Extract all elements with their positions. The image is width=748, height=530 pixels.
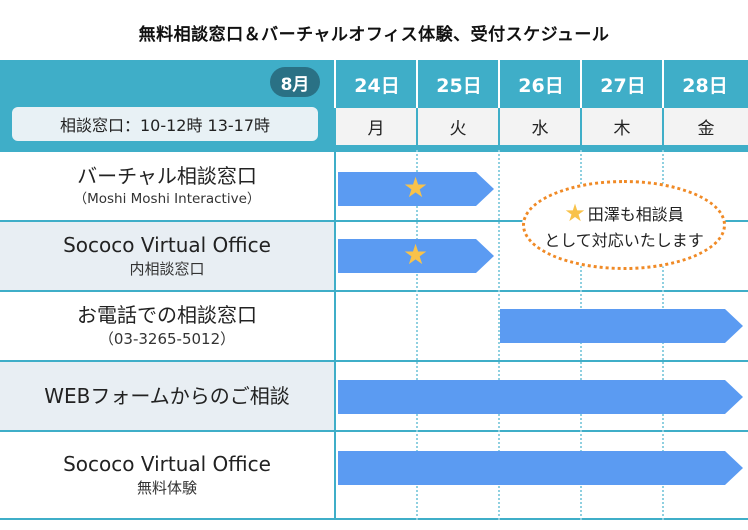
star-icon: ★ [403,238,429,271]
month-badge: 8月 [270,67,320,97]
row-title: Sococo Virtual Office [63,233,271,257]
date-25: 25日 [436,74,482,97]
row-title: お電話での相談窓口 [77,303,257,327]
header-divider [580,60,582,108]
note-bubble: ★ 田澤も相談員 として対応いたします [522,180,726,270]
note-line2: として対応いたします [544,231,704,250]
date-26: 26日 [518,74,564,97]
header-divider [498,60,500,108]
weekday-tue: 火 [418,108,498,145]
row-label-sococo-consult: Sococo Virtual Office 内相談窓口 [0,222,334,290]
row-title: WEBフォームからのご相談 [44,384,290,408]
weekday-thu: 木 [582,108,662,145]
note-line1: 田澤も相談員 [587,205,684,224]
row-divider [0,220,748,222]
row-divider [0,150,748,152]
row-subtitle: 内相談窓口 [129,260,205,278]
weekday-mon: 月 [336,108,416,145]
row-subtitle: （Moshi Moshi Interactive） [73,191,261,207]
star-icon: ★ [564,199,586,227]
hours-label: 相談窓口：10-12時 13-17時 [12,107,318,141]
date-27: 27日 [600,74,646,97]
row-divider [0,290,748,292]
row-divider [0,360,748,362]
date-24: 24日 [354,74,400,97]
schedule-bar-virtual-consult [338,172,494,206]
header-divider [662,60,664,108]
row-divider [0,430,748,432]
schedule-table: 8月 相談窓口：10-12時 13-17時 24日 25日 26日 27日 28… [0,60,748,520]
row-subtitle: （03-3265-5012） [98,330,236,348]
schedule-bar-sococo-trial [338,451,743,485]
date-28: 28日 [682,74,728,97]
row-subtitle: 無料体験 [136,479,197,497]
row-label-virtual-consult: バーチャル相談窓口 （Moshi Moshi Interactive） [0,152,334,220]
star-icon: ★ [403,171,429,204]
day-gridline [498,150,500,520]
row-divider [0,518,748,520]
page-title: 無料相談窓口＆バーチャルオフィス体験、受付スケジュール [138,25,610,45]
row-label-phone-consult: お電話での相談窓口 （03-3265-5012） [0,292,334,360]
weekday-wed: 水 [500,108,580,145]
row-label-web-form: WEBフォームからのご相談 [0,362,334,430]
row-title: Sococo Virtual Office [63,452,271,476]
row-title: バーチャル相談窓口 [77,164,257,188]
day-gridline [416,150,418,520]
schedule-bar-web-form [338,380,743,414]
schedule-bar-sococo-consult [338,239,494,273]
schedule-bar-phone-consult [500,309,743,343]
header-divider [416,60,418,108]
column-divider [334,150,336,520]
row-label-sococo-trial: Sococo Virtual Office 無料体験 [0,432,334,518]
weekday-fri: 金 [664,108,748,145]
header-divider [334,60,336,108]
